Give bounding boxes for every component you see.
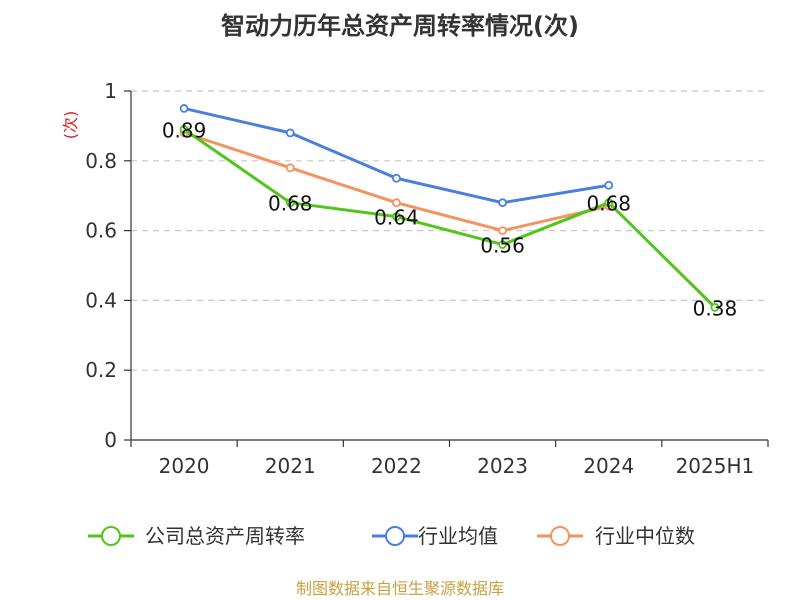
x-tick-label: 2023 — [477, 454, 528, 478]
data-point — [285, 198, 295, 208]
data-point — [285, 163, 295, 173]
y-tick-label: 0 — [104, 428, 117, 452]
data-label: 0.89 — [162, 118, 207, 142]
data-label: 0.68 — [268, 192, 313, 216]
data-point — [498, 198, 507, 208]
y-tick-label: 0.2 — [85, 358, 117, 382]
axes: 0 0.2 0.4 0.6 0.8 1 2020 2021 2022 2023 2024 2025H1 — [85, 79, 769, 478]
data-point — [604, 198, 614, 208]
data-point — [392, 198, 401, 208]
y-axis-label: (次) — [61, 111, 80, 140]
data-labels: 0.89 0.68 0.64 0.56 0.68 0.38 — [162, 118, 737, 320]
gridlines — [131, 90, 768, 371]
data-point — [604, 180, 614, 190]
series-layer — [179, 104, 720, 312]
y-tick-label: 0.8 — [85, 149, 117, 173]
x-tick-label: 2021 — [265, 454, 316, 478]
data-point — [710, 302, 720, 312]
data-label: 0.64 — [374, 206, 419, 230]
data-label: 0.56 — [480, 234, 525, 258]
series-line-0 — [183, 128, 716, 309]
x-tick-label: 2020 — [159, 454, 210, 478]
data-point — [179, 104, 189, 113]
data-point — [392, 212, 401, 222]
legend-marker-1 — [385, 526, 405, 546]
source-note: 制图数据来自恒生聚源数据库 — [296, 579, 504, 598]
legend-label-0: 公司总资产周转率 — [145, 524, 305, 548]
data-point — [392, 173, 401, 183]
legend-marker-0 — [101, 526, 121, 546]
data-label: 0.38 — [693, 296, 738, 320]
data-point — [498, 226, 507, 236]
x-tick-label: 2022 — [371, 454, 422, 478]
data-point — [285, 128, 295, 138]
x-tick-label: 2024 — [583, 454, 634, 478]
legend: 公司总资产周转率 行业均值 行业中位数 — [88, 524, 695, 548]
legend-label-1: 行业均值 — [418, 524, 498, 548]
x-tick-label: 2025H1 — [676, 454, 755, 478]
series-line-1 — [183, 106, 609, 205]
data-point — [498, 240, 507, 249]
chart-title: 智动力历年总资产周转率情况(次) — [221, 12, 579, 40]
data-label: 0.68 — [586, 192, 631, 216]
legend-marker-2 — [550, 526, 570, 546]
y-tick-label: 1 — [104, 79, 117, 103]
legend-label-2: 行业中位数 — [595, 524, 695, 548]
y-tick-label: 0.6 — [85, 219, 117, 243]
data-point — [179, 124, 189, 134]
y-tick-label: 0.4 — [85, 288, 117, 312]
